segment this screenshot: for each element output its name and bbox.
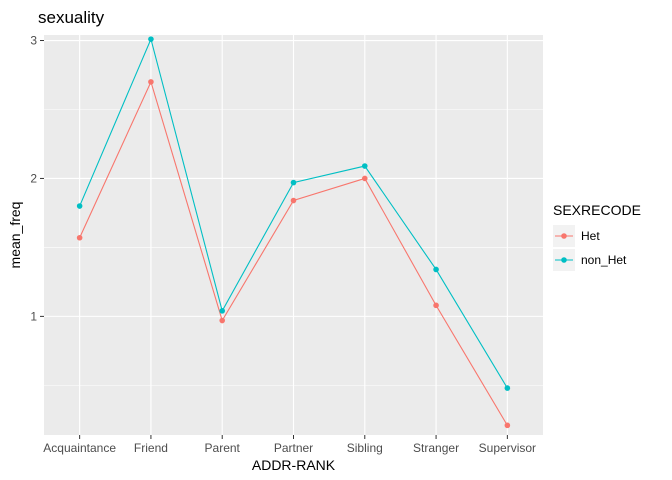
data-point-non_Het [290, 179, 297, 186]
legend-key-point [561, 257, 567, 263]
data-point-Het [76, 234, 83, 241]
data-point-non_Het [361, 163, 368, 169]
x-tick-label: Partner [274, 441, 313, 455]
x-axis-title: ADDR-RANK [252, 457, 336, 473]
data-point-non_Het [504, 385, 511, 391]
chart-title: sexuality [38, 8, 105, 27]
data-point-Het [361, 175, 368, 182]
legend-label: non_Het [581, 253, 627, 267]
x-tick-label: Acquaintance [43, 441, 116, 455]
y-axis: 1 2 3 [30, 34, 44, 323]
major-gridlines [44, 35, 543, 435]
data-point-non_Het [219, 308, 226, 314]
x-tick-label: Stranger [413, 441, 459, 455]
legend: SEXRECODE Het non_Het [553, 202, 641, 271]
data-point-Het [504, 422, 511, 429]
legend-key-point [561, 233, 567, 239]
data-point-non_Het [148, 36, 154, 42]
data-point-Het [290, 197, 297, 204]
legend-title: SEXRECODE [553, 202, 641, 218]
data-point-non_Het [76, 203, 83, 209]
x-tick-label: Supervisor [479, 441, 536, 455]
x-axis: Acquaintance Friend Parent Partner Sibling St… [43, 435, 536, 455]
x-tick-label: Sibling [347, 441, 383, 455]
data-point-Het [148, 79, 154, 85]
legend-label: Het [581, 229, 600, 243]
y-tick-label: 3 [30, 34, 37, 48]
x-tick-label: Friend [134, 441, 168, 455]
y-tick-label: 1 [30, 309, 37, 323]
data-point-Het [433, 302, 439, 309]
data-point-non_Het [433, 266, 439, 273]
y-tick-label: 2 [30, 171, 37, 185]
data-point-Het [219, 317, 226, 324]
y-axis-title: mean_freq [7, 202, 23, 269]
series-layer [76, 36, 511, 429]
x-tick-label: Parent [205, 441, 241, 455]
